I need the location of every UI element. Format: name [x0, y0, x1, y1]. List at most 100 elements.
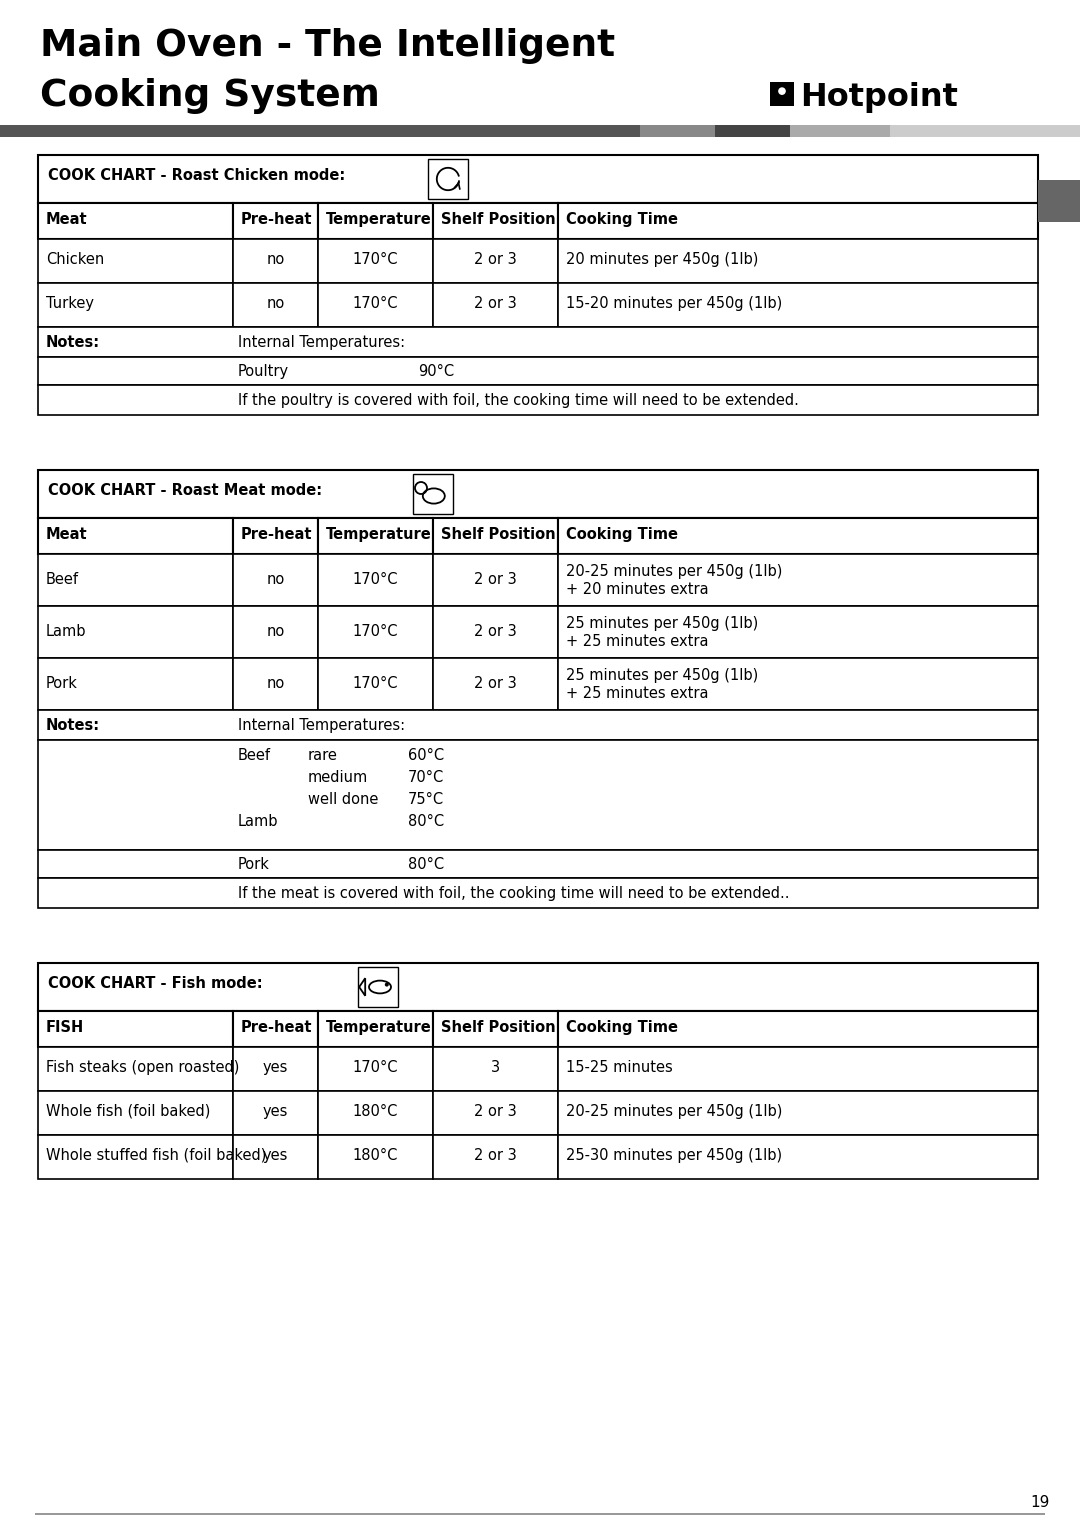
- Text: 25 minutes per 450g (1lb): 25 minutes per 450g (1lb): [566, 668, 758, 683]
- Text: 170°C: 170°C: [353, 252, 399, 267]
- Text: Cooking Time: Cooking Time: [566, 212, 678, 228]
- Bar: [38, 154, 1038, 203]
- Bar: [233, 518, 318, 555]
- Bar: [558, 1135, 1038, 1180]
- Bar: [38, 1135, 233, 1180]
- Bar: [558, 283, 1038, 327]
- Text: Poultry: Poultry: [238, 364, 289, 379]
- Text: 2 or 3: 2 or 3: [474, 252, 517, 267]
- Bar: [233, 1135, 318, 1180]
- Text: 15-25 minutes: 15-25 minutes: [566, 1060, 673, 1076]
- Text: Pork: Pork: [46, 675, 78, 691]
- Bar: [890, 125, 1080, 138]
- Text: Internal Temperatures:: Internal Temperatures:: [238, 718, 405, 733]
- Text: no: no: [267, 296, 285, 312]
- Bar: [38, 1047, 233, 1091]
- Text: 25-30 minutes per 450g (1lb): 25-30 minutes per 450g (1lb): [566, 1148, 782, 1163]
- Bar: [318, 1047, 433, 1091]
- Text: 25 minutes per 450g (1lb): 25 minutes per 450g (1lb): [566, 616, 758, 631]
- Text: Hotpoint: Hotpoint: [800, 83, 958, 113]
- Bar: [233, 1047, 318, 1091]
- Bar: [318, 1091, 433, 1135]
- Bar: [233, 659, 318, 711]
- Bar: [38, 385, 1038, 416]
- Text: 60°C: 60°C: [408, 749, 444, 762]
- Text: Whole stuffed fish (foil baked): Whole stuffed fish (foil baked): [46, 1148, 267, 1163]
- Bar: [318, 283, 433, 327]
- Text: 15-20 minutes per 450g (1lb): 15-20 minutes per 450g (1lb): [566, 296, 782, 312]
- Bar: [433, 1135, 558, 1180]
- Bar: [433, 283, 558, 327]
- Text: 80°C: 80°C: [408, 814, 444, 830]
- Text: Meat: Meat: [46, 527, 87, 542]
- Text: yes: yes: [262, 1105, 288, 1118]
- Bar: [233, 238, 318, 283]
- Bar: [318, 607, 433, 659]
- Bar: [1038, 180, 1080, 222]
- Bar: [428, 159, 468, 199]
- Text: Cooking Time: Cooking Time: [566, 527, 678, 542]
- Bar: [433, 1047, 558, 1091]
- Bar: [558, 518, 1038, 555]
- Bar: [433, 203, 558, 238]
- Text: Shelf Position: Shelf Position: [441, 1021, 555, 1034]
- Text: medium: medium: [308, 770, 368, 785]
- Bar: [233, 555, 318, 607]
- Text: 3: 3: [491, 1060, 500, 1076]
- Bar: [558, 1012, 1038, 1047]
- Text: well done: well done: [308, 792, 378, 807]
- Bar: [233, 203, 318, 238]
- Text: 20 minutes per 450g (1lb): 20 minutes per 450g (1lb): [566, 252, 758, 267]
- Text: Beef: Beef: [46, 571, 79, 587]
- Bar: [413, 474, 453, 513]
- Bar: [558, 1091, 1038, 1135]
- Text: Internal Temperatures:: Internal Temperatures:: [238, 335, 405, 350]
- Text: Lamb: Lamb: [46, 623, 86, 639]
- Text: COOK CHART - Roast Meat mode:: COOK CHART - Roast Meat mode:: [48, 483, 322, 498]
- Bar: [640, 125, 715, 138]
- Bar: [558, 555, 1038, 607]
- Bar: [318, 518, 433, 555]
- Text: 80°C: 80°C: [408, 857, 444, 872]
- Bar: [233, 1091, 318, 1135]
- Text: COOK CHART - Roast Chicken mode:: COOK CHART - Roast Chicken mode:: [48, 168, 346, 183]
- Text: 70°C: 70°C: [408, 770, 444, 785]
- Text: 2 or 3: 2 or 3: [474, 675, 517, 691]
- Text: Temperature: Temperature: [326, 527, 432, 542]
- Text: no: no: [267, 252, 285, 267]
- Text: Meat: Meat: [46, 212, 87, 228]
- Text: + 25 minutes extra: + 25 minutes extra: [566, 686, 708, 701]
- Text: no: no: [267, 623, 285, 639]
- Text: Temperature: Temperature: [326, 1021, 432, 1034]
- Text: Lamb: Lamb: [238, 814, 279, 830]
- Bar: [318, 238, 433, 283]
- Bar: [433, 238, 558, 283]
- Bar: [433, 1091, 558, 1135]
- Text: Chicken: Chicken: [46, 252, 105, 267]
- Bar: [433, 518, 558, 555]
- Bar: [38, 471, 1038, 518]
- Bar: [233, 607, 318, 659]
- Bar: [558, 607, 1038, 659]
- Bar: [770, 83, 794, 105]
- Bar: [318, 1135, 433, 1180]
- Text: Shelf Position: Shelf Position: [441, 527, 555, 542]
- Bar: [0, 125, 640, 138]
- Text: If the poultry is covered with foil, the cooking time will need to be extended.: If the poultry is covered with foil, the…: [238, 393, 799, 408]
- Bar: [38, 850, 1038, 879]
- Bar: [558, 238, 1038, 283]
- Text: 20-25 minutes per 450g (1lb): 20-25 minutes per 450g (1lb): [566, 564, 782, 579]
- Bar: [318, 659, 433, 711]
- Text: Cooking System: Cooking System: [40, 78, 380, 115]
- Bar: [38, 518, 233, 555]
- Text: Whole fish (foil baked): Whole fish (foil baked): [46, 1105, 211, 1118]
- Text: 20-25 minutes per 450g (1lb): 20-25 minutes per 450g (1lb): [566, 1105, 782, 1118]
- Text: 2 or 3: 2 or 3: [474, 623, 517, 639]
- Text: 19: 19: [1030, 1494, 1050, 1510]
- Bar: [38, 238, 233, 283]
- Bar: [38, 607, 233, 659]
- Text: Pre-heat: Pre-heat: [241, 212, 312, 228]
- Bar: [38, 283, 233, 327]
- Text: 170°C: 170°C: [353, 571, 399, 587]
- Text: 170°C: 170°C: [353, 623, 399, 639]
